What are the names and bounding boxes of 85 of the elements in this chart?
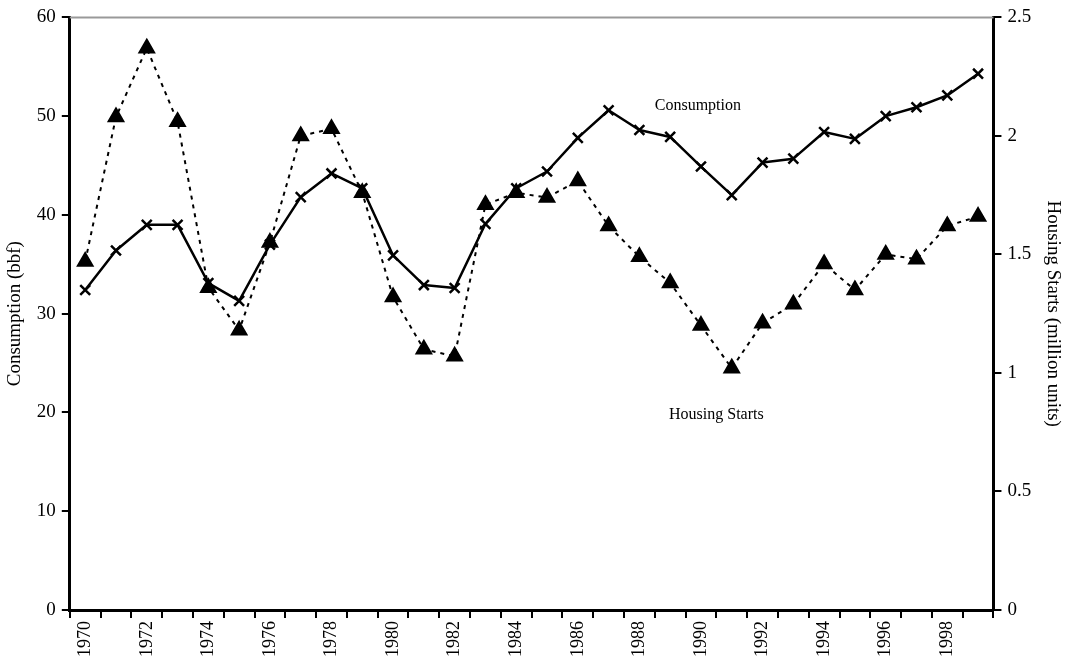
- y2-tick-label: 0: [1007, 597, 1017, 619]
- point: [694, 160, 708, 173]
- x-tick-label: 1994: [812, 621, 833, 657]
- point: [386, 249, 400, 262]
- point: [723, 358, 740, 374]
- point: [325, 167, 338, 180]
- point: [140, 218, 153, 232]
- point: [725, 188, 738, 202]
- point: [294, 190, 307, 204]
- x-tick-label: 1976: [258, 621, 279, 657]
- point: [941, 89, 954, 102]
- point: [971, 67, 985, 80]
- point: [263, 238, 277, 251]
- point: [754, 313, 771, 329]
- point: [692, 316, 710, 331]
- x-tick-label: 1980: [381, 621, 402, 657]
- point: [232, 294, 246, 308]
- x-tick-label: 1988: [628, 621, 649, 657]
- point: [109, 244, 123, 257]
- point: [877, 245, 894, 260]
- point: [633, 123, 646, 137]
- y2-tick-label: 0.5: [1007, 479, 1032, 501]
- point: [846, 280, 864, 296]
- x-tick-label: 1986: [566, 621, 587, 657]
- x-tick-label: 1982: [443, 621, 464, 657]
- point: [230, 321, 248, 336]
- point: [171, 218, 184, 232]
- point: [908, 249, 925, 265]
- point: [569, 171, 586, 187]
- point: [446, 347, 463, 362]
- point: [448, 281, 461, 295]
- point: [663, 130, 677, 144]
- point: [571, 131, 585, 145]
- y2-tick-label: 2.5: [1007, 5, 1032, 27]
- point: [417, 278, 431, 292]
- point: [910, 101, 923, 114]
- x-tick-label: 1998: [936, 621, 956, 657]
- point: [785, 294, 802, 310]
- point: [602, 104, 615, 117]
- y2-tick-label: 1: [1007, 360, 1017, 382]
- y2-axis-title: Housing Starts (million units): [1042, 200, 1065, 427]
- y-tick-label: 10: [36, 499, 56, 521]
- y-tick-label: 30: [36, 301, 56, 323]
- point: [600, 216, 617, 232]
- y-tick-label: 50: [36, 104, 56, 126]
- point: [323, 119, 340, 135]
- x-tick-label: 1992: [751, 621, 772, 657]
- point: [477, 195, 494, 210]
- x-tick-label: 1974: [197, 621, 218, 657]
- text: Housing Starts: [669, 404, 764, 423]
- y-tick-label: 0: [46, 597, 56, 619]
- y-tick-label: 60: [36, 5, 56, 27]
- point: [384, 287, 402, 303]
- point: [107, 107, 125, 123]
- x-tick-label: 1978: [320, 621, 341, 657]
- point: [479, 217, 492, 231]
- point: [77, 252, 94, 267]
- point: [661, 273, 679, 289]
- point: [415, 340, 433, 355]
- point: [538, 188, 556, 203]
- point: [879, 109, 892, 123]
- point: [969, 207, 987, 222]
- point: [169, 112, 186, 127]
- point: [138, 38, 155, 54]
- y-axis-title: Consumption (bbf): [3, 241, 26, 387]
- series-label: Consumption: [654, 96, 741, 115]
- y-tick-label: 40: [36, 202, 56, 224]
- x-tick-label: 1970: [73, 621, 94, 657]
- x-tick-label: 1996: [874, 621, 895, 657]
- point: [756, 156, 769, 169]
- x-tick-label: 1984: [504, 621, 525, 657]
- y-tick-label: 20: [36, 400, 56, 422]
- point: [78, 283, 92, 297]
- x-tick-label: 1990: [689, 621, 710, 657]
- point: [292, 126, 309, 142]
- point: [787, 152, 800, 165]
- point: [939, 216, 956, 232]
- point: [848, 132, 862, 146]
- point: [631, 247, 648, 263]
- x-tick-label: 1972: [135, 621, 156, 657]
- point: [540, 165, 554, 178]
- y2-tick-label: 2: [1007, 123, 1017, 145]
- point: [815, 254, 833, 270]
- point: [817, 125, 831, 139]
- y2-tick-label: 1.5: [1007, 242, 1032, 264]
